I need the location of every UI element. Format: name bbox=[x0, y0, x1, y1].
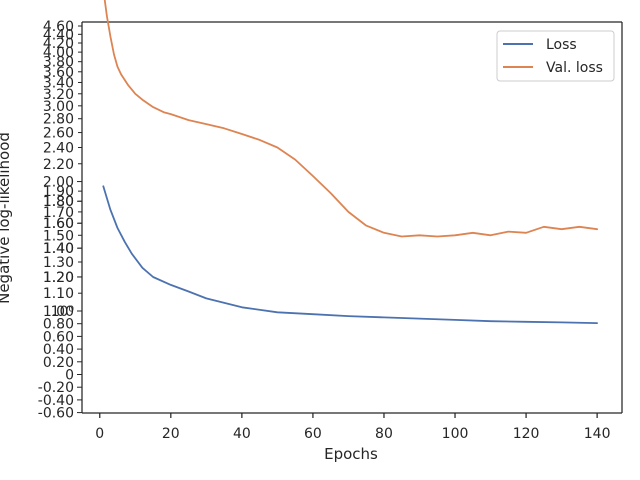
y-tick-label-minor: 1.20 bbox=[43, 270, 74, 286]
x-tick-label: 60 bbox=[304, 426, 322, 442]
y-tick-label-minor: 2.60 bbox=[43, 126, 74, 142]
y-axis-ticks: 10⁰2.001.801.601.401.201.000.800.600.400… bbox=[38, 19, 82, 422]
y-tick-label-minor: 1.50 bbox=[43, 228, 74, 244]
series-layer bbox=[102, 0, 598, 325]
y-tick-label: 10⁰ bbox=[51, 304, 75, 320]
y-axis-label: Negative log-likelihood bbox=[0, 132, 13, 304]
x-tick-label: 140 bbox=[584, 426, 611, 442]
legend: Loss Val. loss bbox=[496, 30, 615, 82]
y-tick-label: 1.40 bbox=[43, 241, 74, 257]
y-tick-label: 0.60 bbox=[43, 329, 74, 345]
y-tick-label-minor: 2.20 bbox=[43, 157, 74, 173]
y-tick-label: 0.80 bbox=[43, 317, 74, 333]
x-tick-label: 120 bbox=[513, 426, 540, 442]
y-tick-label: -0.40 bbox=[38, 393, 74, 409]
y-tick-label-minor: 3.00 bbox=[43, 99, 74, 115]
y-tick-label-minor: 4.20 bbox=[43, 36, 74, 52]
y-tick-label: 1.60 bbox=[43, 216, 74, 232]
y-tick-label: 1.20 bbox=[43, 270, 74, 286]
y-tick-label-minor: 1.60 bbox=[43, 216, 74, 232]
series-line-loss bbox=[102, 185, 598, 325]
y-tick-label-minor: 3.80 bbox=[43, 55, 74, 71]
x-tick-label: 80 bbox=[375, 426, 393, 442]
y-tick-label-minor: 3.20 bbox=[43, 87, 74, 103]
x-axis-ticks: 0 20 40 60 80 100 120 140 bbox=[95, 413, 610, 442]
y-tick-label: 0.40 bbox=[43, 342, 74, 358]
y-tick-label-minor: 2.80 bbox=[43, 112, 74, 128]
x-axis-label: Epochs bbox=[324, 445, 378, 463]
y-tick-label-minor: 4.60 bbox=[43, 19, 74, 35]
x-tick-label: 40 bbox=[233, 426, 251, 442]
y-tick-label: 0.20 bbox=[43, 355, 74, 371]
y-tick-label: 2.00 bbox=[43, 175, 74, 191]
y-tick-label-minor: 1.70 bbox=[43, 205, 74, 221]
y-tick-label-minor: 2.40 bbox=[43, 141, 74, 157]
y-tick-label-minor: 4.40 bbox=[43, 27, 74, 43]
y-tick-label: -0.20 bbox=[38, 380, 74, 396]
y-tick-label-minor: 1.40 bbox=[43, 241, 74, 257]
x-tick-label: 20 bbox=[162, 426, 180, 442]
y-tick-label: 1.00 bbox=[43, 304, 74, 320]
y-tick-label-minor: 1.30 bbox=[43, 255, 74, 271]
axes-frame bbox=[81, 21, 623, 414]
y-tick-label-minor: 1.10 bbox=[43, 286, 74, 302]
x-tick-label: 0 bbox=[95, 426, 104, 442]
x-tick-label: 100 bbox=[442, 426, 469, 442]
y-tick-label-minor: 4.00 bbox=[43, 45, 74, 61]
y-tick-label: 1.80 bbox=[43, 194, 74, 210]
y-tick-label: 0 bbox=[65, 368, 74, 384]
y-tick-label-minor: 3.40 bbox=[43, 75, 74, 91]
series-line-val-loss bbox=[103, 0, 598, 238]
legend-label-loss: Loss bbox=[546, 37, 577, 53]
y-tick-label: -0.60 bbox=[38, 406, 74, 422]
y-tick-label-minor: 1.90 bbox=[43, 184, 74, 200]
y-tick-label-minor: 3.60 bbox=[43, 65, 74, 81]
y-tick-label-minor: 1.80 bbox=[43, 194, 74, 210]
legend-label-val-loss: Val. loss bbox=[546, 60, 603, 76]
